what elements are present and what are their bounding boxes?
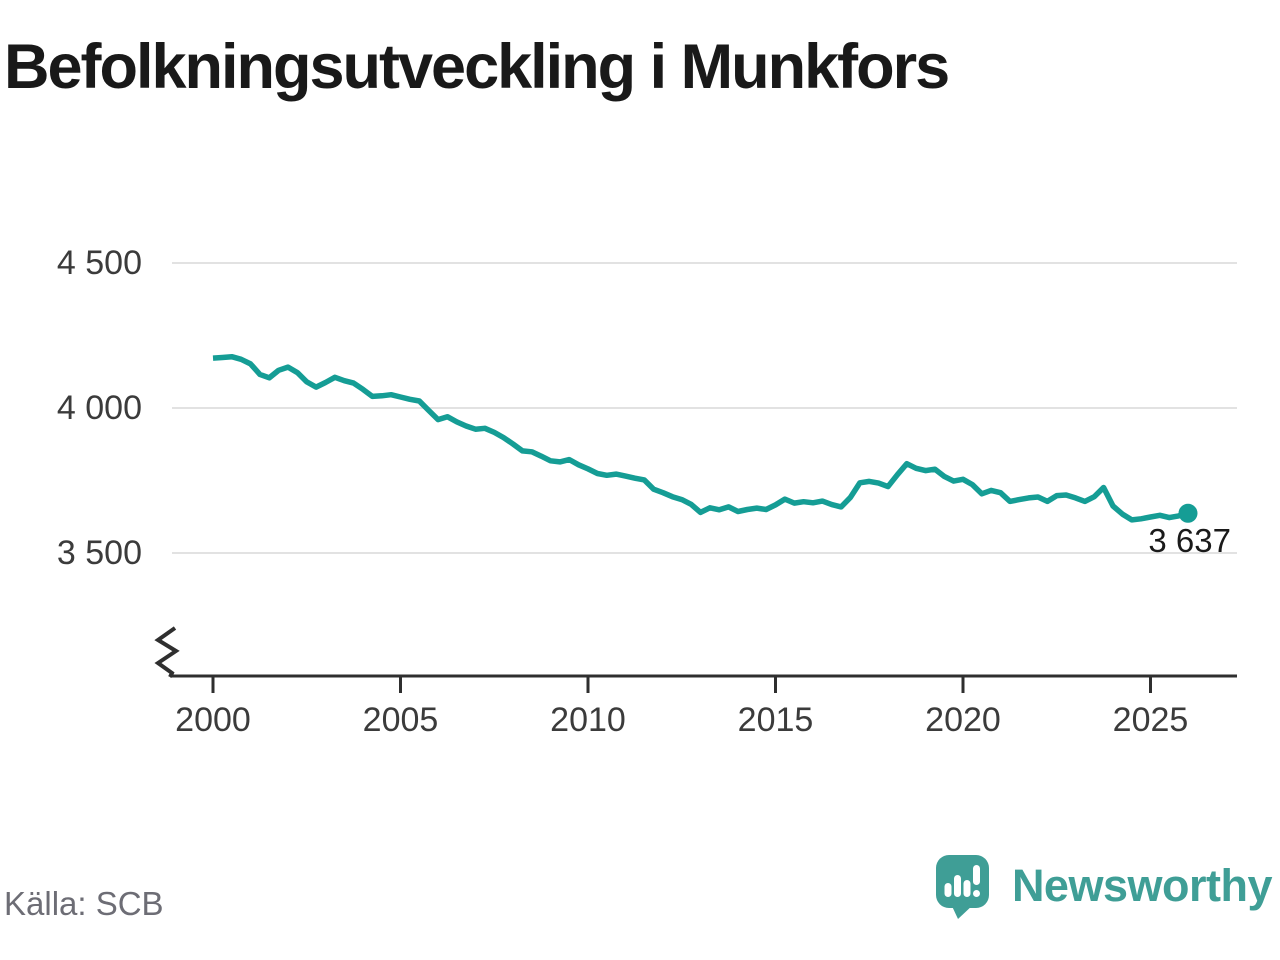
x-tick-label: 2015	[737, 701, 814, 739]
logo-bar-medium	[963, 880, 971, 897]
source-note: Källa: SCB	[4, 885, 164, 922]
newsworthy-wordmark: Newsworthy	[1011, 859, 1273, 911]
x-tick-label: 2020	[925, 701, 1001, 739]
y-tick-label: 4 500	[56, 244, 142, 282]
logo-bar-short	[944, 883, 952, 897]
newsworthy-icon	[935, 855, 989, 919]
x-axis	[154, 626, 1237, 693]
population-line	[212, 353, 1189, 523]
x-tick-label: 2005	[362, 701, 439, 739]
latest-value-label: 3 637	[1148, 522, 1231, 559]
x-tick-label: 2025	[1112, 701, 1189, 739]
y-tick-label: 4 000	[56, 389, 142, 427]
logo-exclamation-bar	[972, 865, 980, 885]
logo-bar-tall	[953, 875, 961, 897]
y-tick-label: 3 500	[56, 534, 142, 572]
x-tick-label: 2000	[175, 701, 251, 739]
logo-exclamation-dot	[972, 890, 980, 897]
latest-value-dot	[1178, 503, 1198, 523]
axis-break-icon	[154, 626, 180, 678]
gridlines	[172, 262, 1237, 554]
newsworthy-logo[interactable]: Newsworthy	[935, 852, 1273, 924]
x-tick-label: 2010	[550, 701, 626, 739]
chart-title: Befolkningsutveckling i Munkfors	[4, 32, 950, 102]
